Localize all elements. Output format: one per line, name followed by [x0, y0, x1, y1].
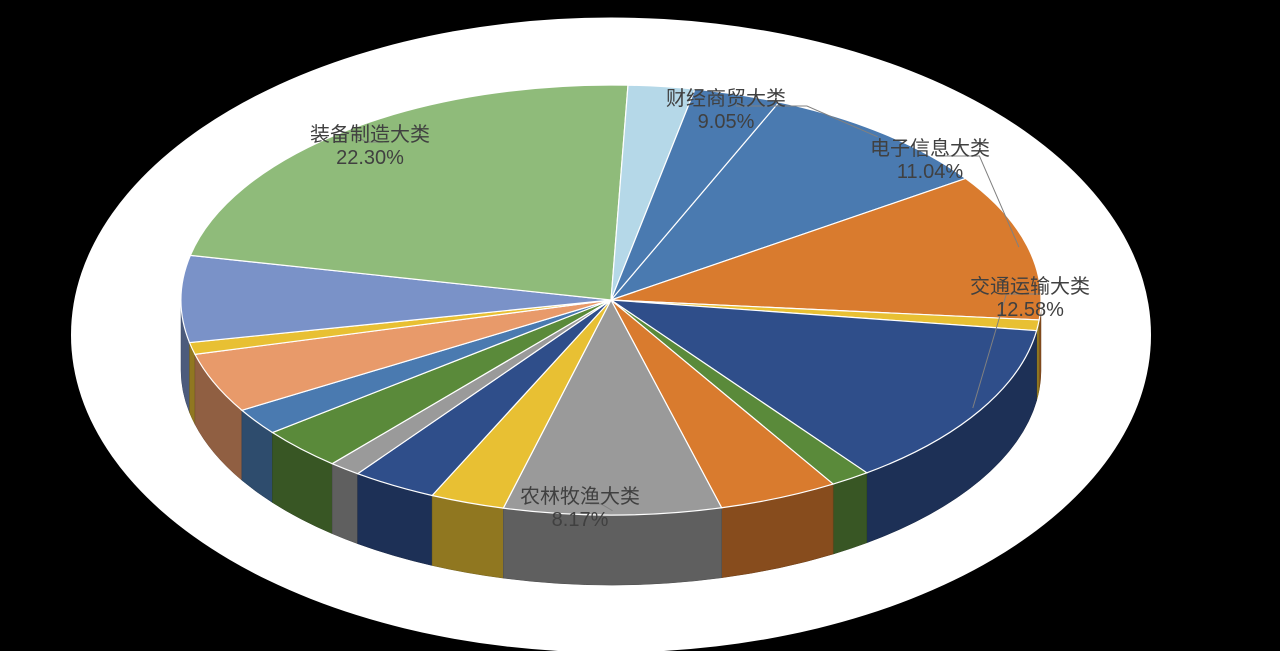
pie-side: [1037, 320, 1040, 401]
pie-top: [181, 85, 1041, 515]
pie-chart-3d: 财经商贸大类9.05%电子信息大类11.04%交通运输大类12.58%农林牧渔大…: [0, 0, 1280, 651]
pie-svg: [0, 0, 1280, 651]
pie-side: [503, 508, 721, 585]
pie-side: [190, 343, 195, 425]
pie-side: [432, 496, 503, 579]
pie-side: [833, 473, 867, 554]
pie-side: [332, 464, 357, 544]
